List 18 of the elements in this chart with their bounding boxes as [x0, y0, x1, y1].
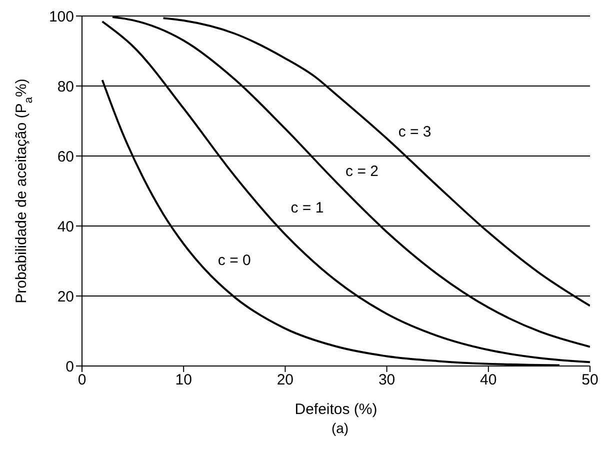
x-tick-label: 10 [175, 372, 192, 389]
y-tick-label: 60 [57, 148, 74, 166]
x-tick-label: 40 [480, 372, 497, 389]
y-tick-label: 80 [57, 78, 74, 96]
x-tick-label: 50 [582, 372, 598, 389]
y-tick-label: 20 [57, 288, 74, 306]
series-label: c = 1 [290, 199, 324, 216]
series-label: c = 3 [398, 124, 432, 140]
x-tick-label: 30 [378, 372, 396, 389]
x-tick-label: 20 [276, 372, 294, 389]
y-tick-label: 0 [66, 358, 74, 376]
text: (a) [330, 420, 350, 436]
x-tick-label: 0 [78, 372, 86, 389]
x-axis-title: Defeitos (%) [294, 401, 378, 418]
series-label: c = 2 [346, 162, 378, 180]
series-label: c = 0 [218, 252, 251, 270]
y-tick-label: 40 [57, 218, 74, 236]
y-tick-label: 100 [48, 8, 74, 26]
